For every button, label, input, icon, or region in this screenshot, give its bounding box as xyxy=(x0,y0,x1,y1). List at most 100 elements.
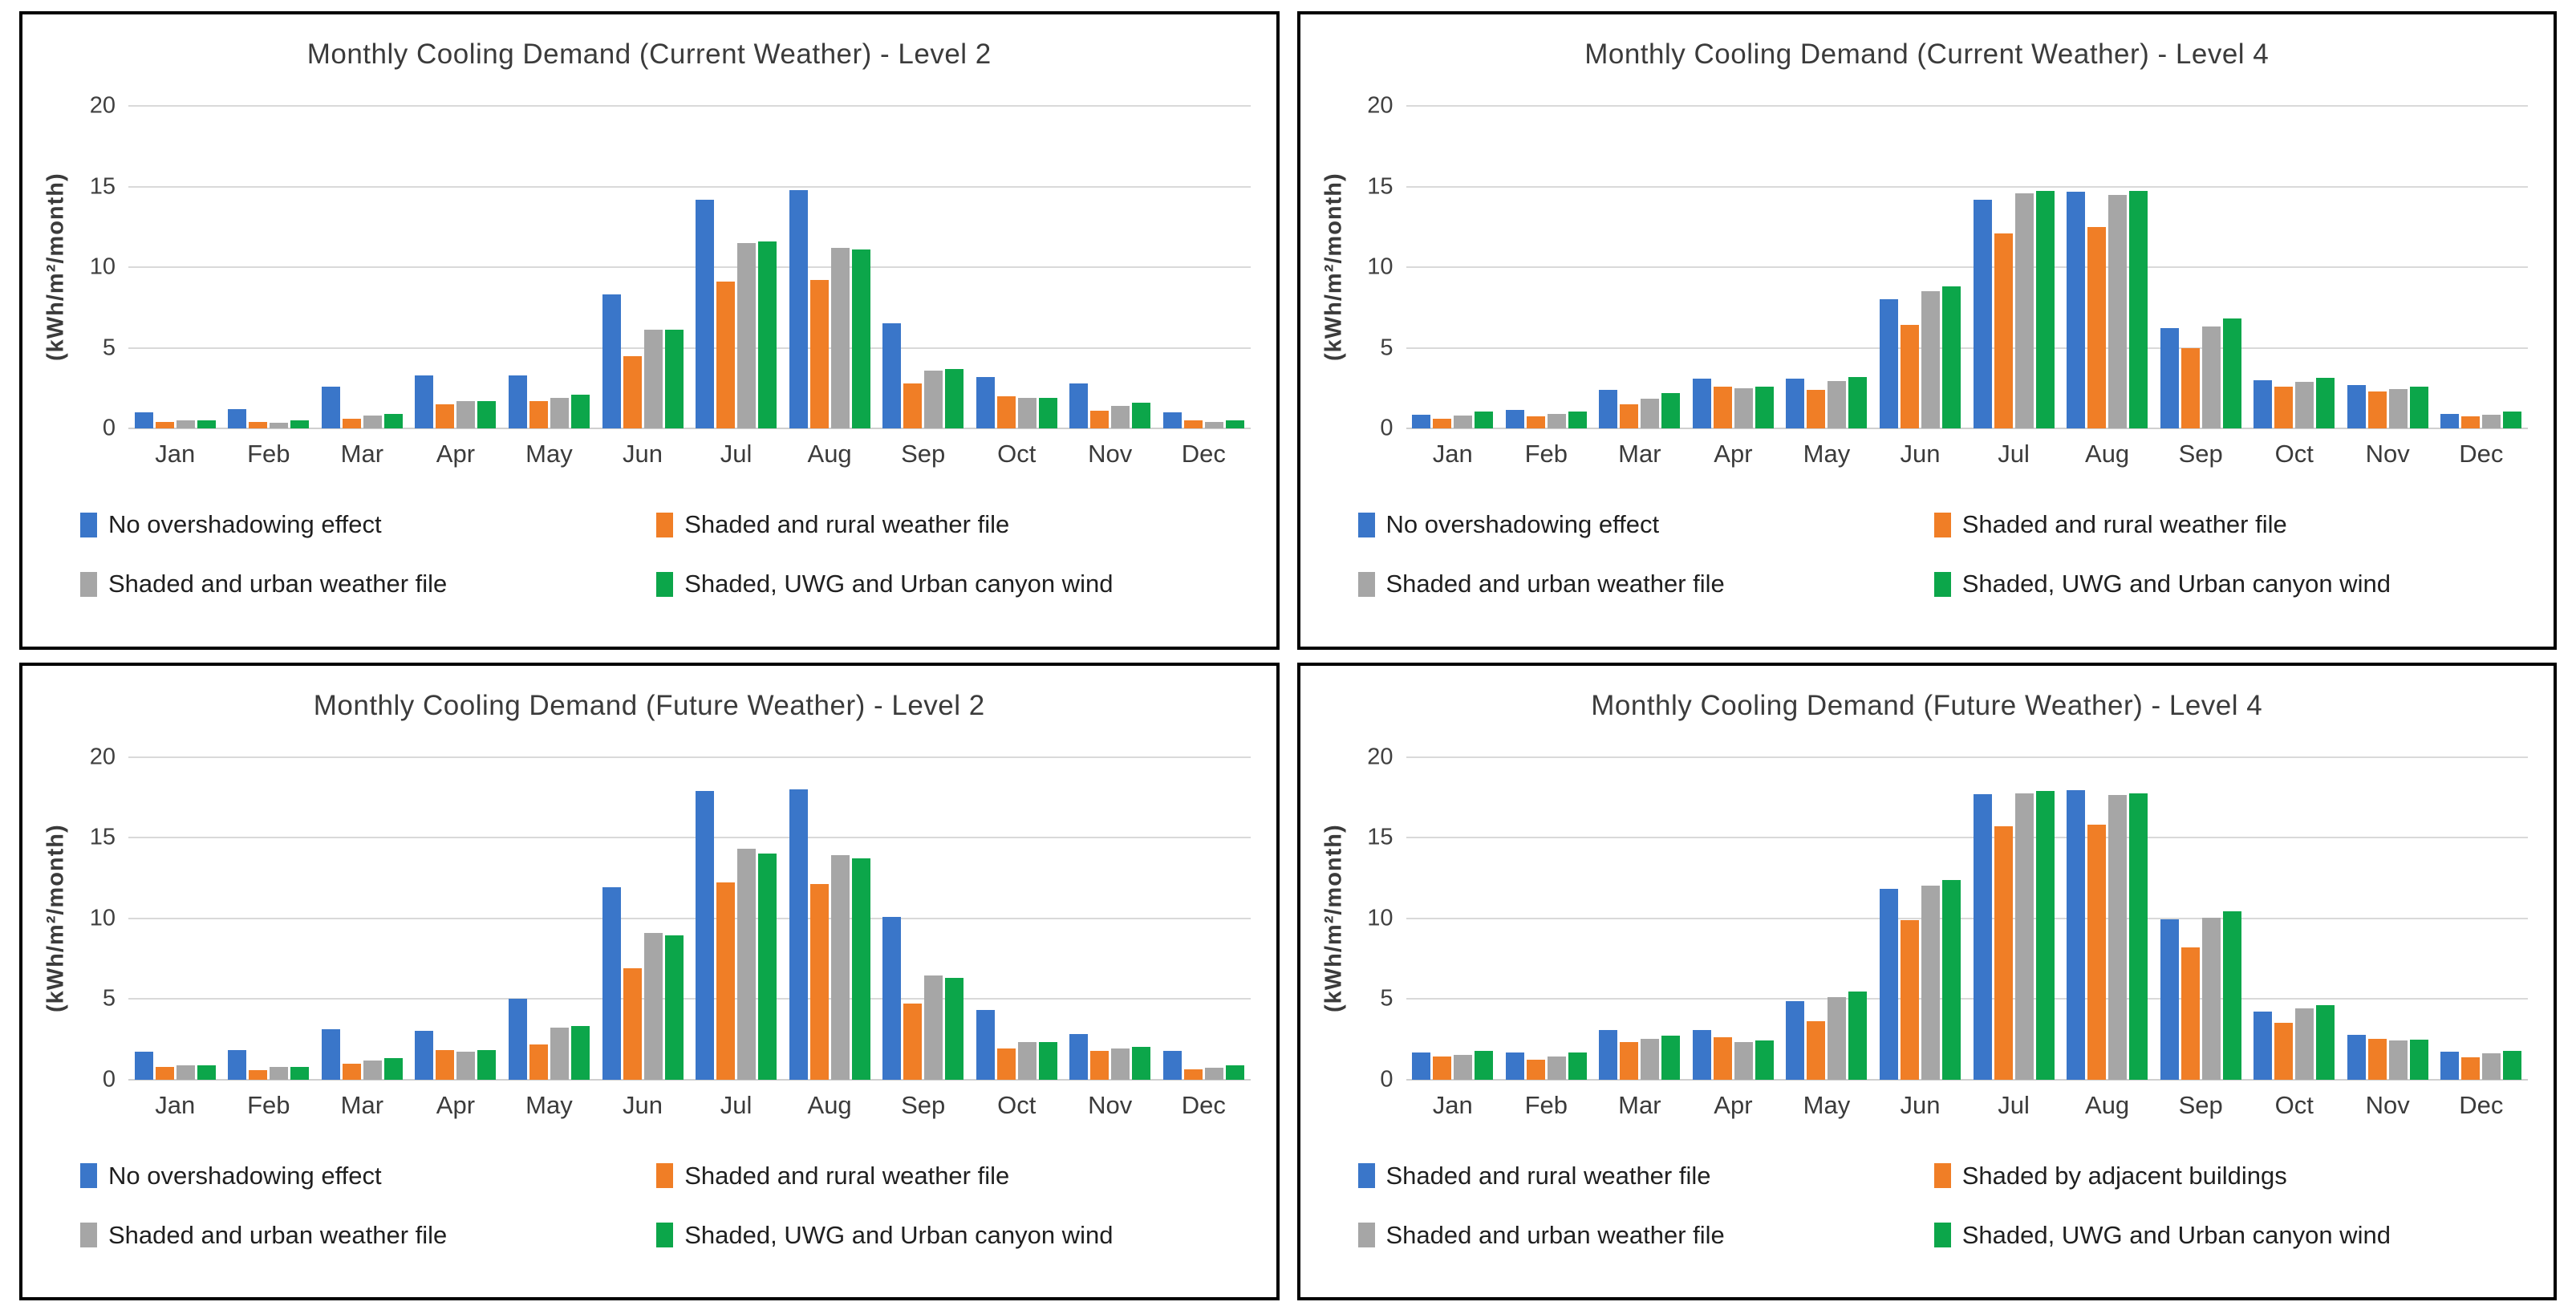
legend-swatch-icon xyxy=(1357,1223,1375,1247)
bar xyxy=(1090,410,1110,428)
y-axis-title: (kWh/m²/month) xyxy=(1320,172,1346,362)
bar xyxy=(197,420,216,428)
bar xyxy=(830,855,850,1080)
bar xyxy=(2253,379,2273,428)
bar xyxy=(228,1050,247,1080)
bar xyxy=(2482,1053,2501,1080)
legend-label: Shaded and rural weather file xyxy=(1385,1161,1711,1190)
bar xyxy=(602,887,621,1080)
bar xyxy=(2295,1008,2314,1080)
bar xyxy=(664,330,684,428)
bar xyxy=(363,1061,382,1080)
legend-item: Shaded and urban weather file xyxy=(1357,570,1934,598)
plot-area xyxy=(1406,105,2528,429)
y-tick-label: 10 xyxy=(1367,905,1393,931)
month-group xyxy=(1406,106,1500,428)
bar xyxy=(1661,392,1681,428)
bar xyxy=(2440,413,2460,428)
x-tick-label: Sep xyxy=(901,440,946,468)
gridline xyxy=(1406,428,2528,429)
y-tick-label: 15 xyxy=(89,173,116,199)
x-tick-label: Jun xyxy=(1900,1090,1941,1119)
month-group xyxy=(1593,106,1687,428)
bar xyxy=(789,789,808,1080)
bar xyxy=(2160,328,2179,428)
bar xyxy=(155,421,174,428)
x-axis-labels: Jan Feb Mar Apr May Jun Jul Aug Sep Oct Nov Dec xyxy=(1406,1091,2529,1120)
x-tick-label: Jul xyxy=(720,1090,753,1119)
month-group xyxy=(689,106,783,428)
bar xyxy=(882,323,902,428)
legend-label: No overshadowing effect xyxy=(108,510,382,538)
bar xyxy=(1599,1030,1618,1080)
x-tick-label: Jun xyxy=(623,1090,663,1119)
month-group xyxy=(1873,106,1967,428)
bar xyxy=(1994,233,2013,428)
bar xyxy=(1807,389,1826,428)
bar xyxy=(1880,299,1898,428)
bar xyxy=(270,422,289,428)
legend-item: Shaded and urban weather file xyxy=(80,1221,656,1250)
bar xyxy=(1901,919,1919,1080)
x-tick-label: Feb xyxy=(247,1090,290,1119)
gridline xyxy=(1406,756,2528,758)
legend-label: Shaded and urban weather file xyxy=(108,570,448,598)
month-group xyxy=(2341,106,2435,428)
bar xyxy=(1755,386,1774,428)
gridline xyxy=(1406,917,2528,919)
bar xyxy=(1433,418,1452,428)
bar xyxy=(342,418,361,428)
bar xyxy=(1880,889,1898,1080)
month-group xyxy=(502,757,596,1080)
bar xyxy=(1204,421,1223,428)
bar xyxy=(851,858,870,1080)
month-group xyxy=(2154,757,2248,1080)
x-tick-label: Aug xyxy=(807,1090,852,1119)
month-group xyxy=(1780,757,1874,1080)
x-tick-label: May xyxy=(525,1090,573,1119)
bar xyxy=(249,421,268,428)
gridline xyxy=(128,347,1251,349)
bar xyxy=(2108,194,2128,428)
bar xyxy=(623,967,642,1080)
bar xyxy=(1505,1052,1524,1080)
month-group xyxy=(1406,757,1500,1080)
bar xyxy=(1599,389,1618,428)
x-axis-labels: Jan Feb Mar Apr May Jun Jul Aug Sep Oct Nov Dec xyxy=(128,440,1251,468)
bar xyxy=(1111,1048,1130,1080)
bar xyxy=(1755,1040,1774,1080)
bar xyxy=(1973,793,1992,1080)
bar xyxy=(945,977,964,1080)
bar xyxy=(1526,416,1545,428)
y-tick-label: 5 xyxy=(102,335,116,360)
bar xyxy=(1568,411,1587,428)
y-tick-label: 10 xyxy=(89,253,116,280)
bar xyxy=(1017,1042,1036,1080)
gridline xyxy=(1406,266,2528,268)
bar xyxy=(2129,793,2148,1080)
x-tick-label: Jun xyxy=(623,440,663,468)
legend-swatch-icon xyxy=(80,571,97,597)
x-tick-label: Aug xyxy=(807,440,852,468)
chart-panel-future-level2: Monthly Cooling Demand (Future Weather) … xyxy=(19,662,1280,1300)
chart-body: (kWh/m²/month) 20 15 10 5 0 xyxy=(34,745,1265,1091)
x-tick-label: Sep xyxy=(901,1090,946,1119)
month-group xyxy=(1967,106,2061,428)
month-group xyxy=(315,106,409,428)
bar xyxy=(1111,405,1130,428)
legend-label: Shaded, UWG and Urban canyon wind xyxy=(684,1220,1114,1249)
month-group xyxy=(1063,106,1157,428)
bar xyxy=(830,247,850,428)
bars-layer xyxy=(128,106,1251,428)
bar xyxy=(1412,1052,1431,1080)
chart-panel-future-level4: Monthly Cooling Demand (Future Weather) … xyxy=(1296,662,2557,1300)
bar xyxy=(155,1067,174,1080)
bar xyxy=(1204,1068,1223,1080)
bar xyxy=(1162,412,1182,428)
bar xyxy=(2014,193,2034,428)
y-tick-label: 10 xyxy=(89,905,116,931)
bar xyxy=(2274,386,2294,428)
bar xyxy=(882,916,902,1080)
bar xyxy=(1547,413,1566,428)
